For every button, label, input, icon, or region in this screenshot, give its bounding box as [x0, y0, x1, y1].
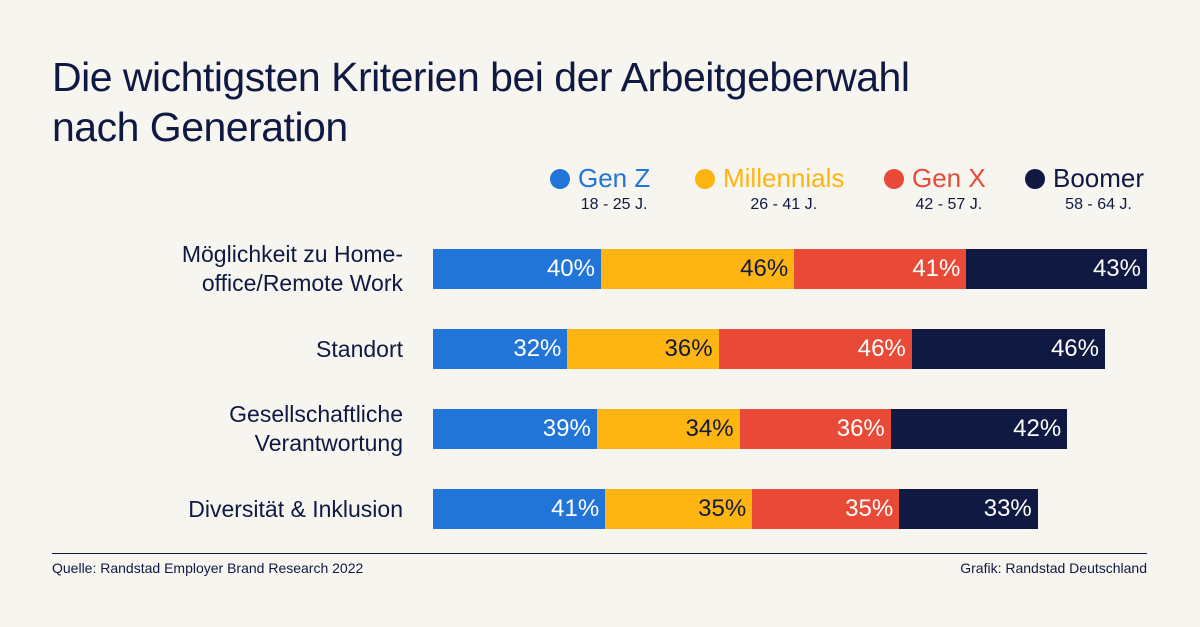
data-label: 35%: [845, 495, 894, 522]
bar-segment: 42%: [890, 409, 1068, 449]
data-label: 36%: [664, 335, 713, 362]
legend-item: Millennials 26 - 41 J.: [695, 163, 844, 214]
bar-segment: 39%: [433, 409, 597, 449]
data-label: 34%: [685, 415, 734, 442]
legend-dot-icon: [695, 168, 715, 189]
title-line-1: Die wichtigsten Kriterien bei der Arbeit…: [52, 54, 910, 100]
category-label: Diversität & Inklusion: [188, 495, 403, 524]
bar-segment: 36%: [567, 329, 719, 369]
legend-label: Millennials: [723, 163, 845, 193]
bar-segment: 32%: [433, 329, 568, 369]
category-label: Standort: [316, 335, 403, 364]
category-label-line: Standort: [316, 335, 403, 362]
category-label: Möglichkeit zu Home-office/Remote Work: [182, 240, 403, 298]
data-label: 43%: [1092, 255, 1141, 282]
data-label: 46%: [740, 255, 789, 282]
credit-note: Grafik: Randstad Deutschland: [960, 560, 1147, 576]
title-line-2: nach Generation: [52, 104, 348, 150]
data-label: 32%: [513, 335, 562, 362]
bar-segment: 46%: [911, 329, 1105, 369]
data-label: 46%: [1050, 335, 1099, 362]
legend-dot-icon: [884, 168, 904, 189]
source-note: Quelle: Randstad Employer Brand Research…: [52, 560, 364, 576]
legend-dot-icon: [1025, 168, 1045, 189]
legend-age: 58 - 64 J.: [1065, 196, 1132, 213]
bar-segment: 41%: [433, 489, 606, 529]
category-label-line: Verantwortung: [254, 430, 403, 456]
bar-segment: 33%: [899, 489, 1038, 529]
bar-segment: 40%: [433, 249, 601, 289]
data-label: 42%: [1013, 415, 1062, 442]
legend-label: Gen Z: [578, 163, 651, 193]
data-label: 35%: [698, 495, 747, 522]
bar-segment: 46%: [718, 329, 912, 369]
bar-segment: 35%: [752, 489, 900, 529]
category-label-line: Gesellschaftliche: [229, 401, 403, 427]
data-label: 46%: [857, 335, 906, 362]
legend-dot-icon: [550, 168, 570, 189]
bar-segment: 35%: [605, 489, 753, 529]
bar-segment: 43%: [966, 249, 1147, 289]
bar-segment: 34%: [596, 409, 740, 449]
data-label: 33%: [983, 495, 1032, 522]
data-label: 41%: [912, 255, 961, 282]
category-label-line: Möglichkeit zu Home-: [181, 241, 403, 267]
bar-segment: 46%: [601, 249, 795, 289]
legend-age: 18 - 25 J.: [580, 196, 648, 213]
legend-age: 42 - 57 J.: [915, 196, 983, 213]
legend-label: Gen X: [912, 163, 986, 193]
data-label: 36%: [836, 415, 885, 442]
footer-divider: [52, 553, 1147, 554]
legend-item: Gen Z 18 - 25 J.: [550, 163, 650, 214]
legend-age: 26 - 41 J.: [750, 196, 818, 213]
legend-item: Gen X 42 - 57 J.: [884, 163, 986, 214]
chart-title: Die wichtigsten Kriterien bei der Arbeit…: [52, 52, 910, 152]
category-label-line: office/Remote Work: [201, 270, 403, 296]
legend-item: Boomer 58 - 64 J.: [1025, 163, 1144, 214]
data-label: 39%: [542, 415, 591, 442]
data-label: 41%: [551, 495, 600, 522]
bar-segment: 36%: [739, 409, 891, 449]
legend-label: Boomer: [1053, 163, 1145, 193]
bar-segment: 41%: [794, 249, 967, 289]
category-label-line: Diversität & Inklusion: [188, 495, 403, 522]
data-label: 40%: [546, 255, 595, 282]
category-label: Gesellschaftliche Verantwortung: [229, 400, 403, 458]
